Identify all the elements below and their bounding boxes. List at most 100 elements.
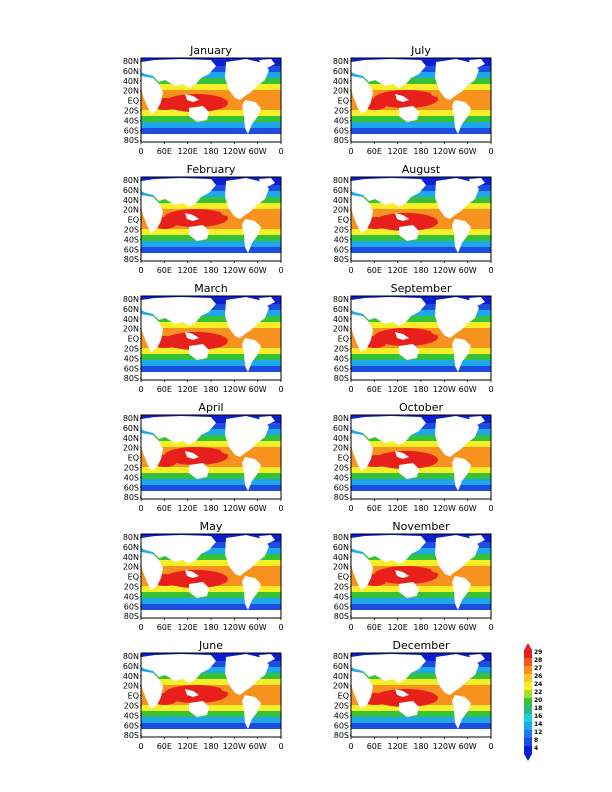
lat-tick-label: 40S — [334, 116, 349, 125]
lon-tick-label: 60E — [367, 504, 382, 513]
lat-tick-label: EQ — [128, 692, 139, 701]
lon-tick-label: 0 — [278, 147, 283, 156]
lon-tick-label: 0 — [278, 504, 283, 513]
lon-tick-label: 60W — [249, 623, 267, 632]
panel-title: January — [189, 44, 232, 57]
panel-title: April — [198, 401, 223, 414]
colorbar-swatch — [524, 666, 532, 674]
lat-tick-label: 60N — [123, 543, 139, 552]
lat-tick-label: 80N — [333, 414, 349, 423]
lat-tick-label: 80N — [123, 652, 139, 661]
lon-tick-label: 120W — [433, 266, 456, 275]
panel-title: August — [402, 163, 441, 176]
lat-tick-label: 60N — [123, 67, 139, 76]
colorbar-swatch — [524, 746, 532, 754]
sst-field — [140, 414, 282, 500]
lat-tick-label: 60S — [124, 126, 139, 135]
lat-tick-label: 80N — [333, 652, 349, 661]
lat-tick-label: 80N — [123, 414, 139, 423]
lat-tick-label: EQ — [338, 454, 349, 463]
lon-tick-label: 0 — [348, 623, 353, 632]
lat-tick-label: 80S — [124, 612, 139, 621]
lat-tick-label: 40N — [333, 315, 349, 324]
lat-tick-label: 40N — [333, 77, 349, 86]
colorbar-label: 20 — [534, 697, 542, 704]
lon-tick-label: 0 — [138, 623, 143, 632]
lon-tick-label: 120E — [388, 385, 408, 394]
lat-tick-label: 60S — [334, 126, 349, 135]
lon-tick-label: 180 — [413, 147, 428, 156]
colorbar-label: 12 — [534, 729, 542, 736]
lat-tick-label: 80N — [123, 295, 139, 304]
lon-tick-label: 60E — [157, 504, 172, 513]
lon-tick-label: 120W — [223, 385, 246, 394]
colorbar-swatch — [524, 650, 532, 658]
lat-tick-label: 20N — [333, 444, 349, 453]
lat-tick-label: 40S — [124, 116, 139, 125]
lon-tick-label: 120W — [433, 504, 456, 513]
colorbar-label: 14 — [534, 721, 542, 728]
lon-tick-label: 60E — [157, 266, 172, 275]
lon-tick-label: 60E — [157, 623, 172, 632]
lon-tick-label: 60W — [249, 504, 267, 513]
lat-tick-label: 60N — [333, 543, 349, 552]
lat-tick-label: 60N — [333, 662, 349, 671]
colorbar-label: 27 — [534, 665, 542, 672]
colorbar-swatch — [524, 714, 532, 722]
lat-tick-label: 60S — [334, 721, 349, 730]
lat-tick-label: 40N — [333, 672, 349, 681]
lon-tick-label: 120W — [223, 623, 246, 632]
lat-tick-label: 40N — [123, 553, 139, 562]
lat-tick-label: 80S — [334, 612, 349, 621]
panel-title: March — [194, 282, 228, 295]
colorbar-label: 28 — [534, 657, 542, 664]
lat-tick-label: 80S — [124, 255, 139, 264]
colorbar-swatch — [524, 674, 532, 682]
lon-tick-label: 120E — [388, 266, 408, 275]
sst-field — [350, 533, 492, 619]
lat-tick-label: 20N — [333, 206, 349, 215]
lat-tick-label: EQ — [128, 97, 139, 106]
panel-title: June — [198, 639, 223, 652]
lat-tick-label: 80N — [333, 176, 349, 185]
lon-tick-label: 60E — [367, 385, 382, 394]
lon-tick-label: 120E — [178, 266, 198, 275]
colorbar-label: 24 — [534, 681, 542, 688]
lat-tick-label: 80N — [333, 57, 349, 66]
lat-tick-label: 40S — [124, 711, 139, 720]
lat-tick-label: EQ — [128, 573, 139, 582]
lon-tick-label: 0 — [138, 385, 143, 394]
lon-tick-label: 120W — [223, 266, 246, 275]
lon-tick-label: 120E — [178, 742, 198, 751]
lon-tick-label: 180 — [203, 742, 218, 751]
lon-tick-label: 120E — [388, 147, 408, 156]
lat-tick-label: 20S — [334, 464, 349, 473]
lon-tick-label: 60W — [459, 504, 477, 513]
lon-tick-label: 0 — [138, 266, 143, 275]
lat-tick-label: 20N — [123, 444, 139, 453]
lat-tick-label: 20S — [124, 464, 139, 473]
lon-tick-label: 120W — [433, 742, 456, 751]
lat-tick-label: 20N — [123, 682, 139, 691]
lon-tick-label: 0 — [138, 742, 143, 751]
sst-field — [350, 652, 492, 738]
lat-tick-label: 80S — [334, 374, 349, 383]
lon-tick-label: 120E — [178, 623, 198, 632]
lat-tick-label: 40N — [123, 196, 139, 205]
lon-tick-label: 180 — [413, 504, 428, 513]
colorbar-swatch — [524, 706, 532, 714]
lat-tick-label: 60S — [334, 364, 349, 373]
colorbar-swatch — [524, 730, 532, 738]
lon-tick-label: 120E — [388, 623, 408, 632]
colorbar-swatch — [524, 698, 532, 706]
lat-tick-label: EQ — [128, 454, 139, 463]
lat-tick-label: 20S — [124, 226, 139, 235]
lat-tick-label: 20S — [124, 583, 139, 592]
lat-tick-label: 80N — [123, 176, 139, 185]
lat-tick-label: 60S — [124, 483, 139, 492]
colorbar-label: 22 — [534, 689, 542, 696]
